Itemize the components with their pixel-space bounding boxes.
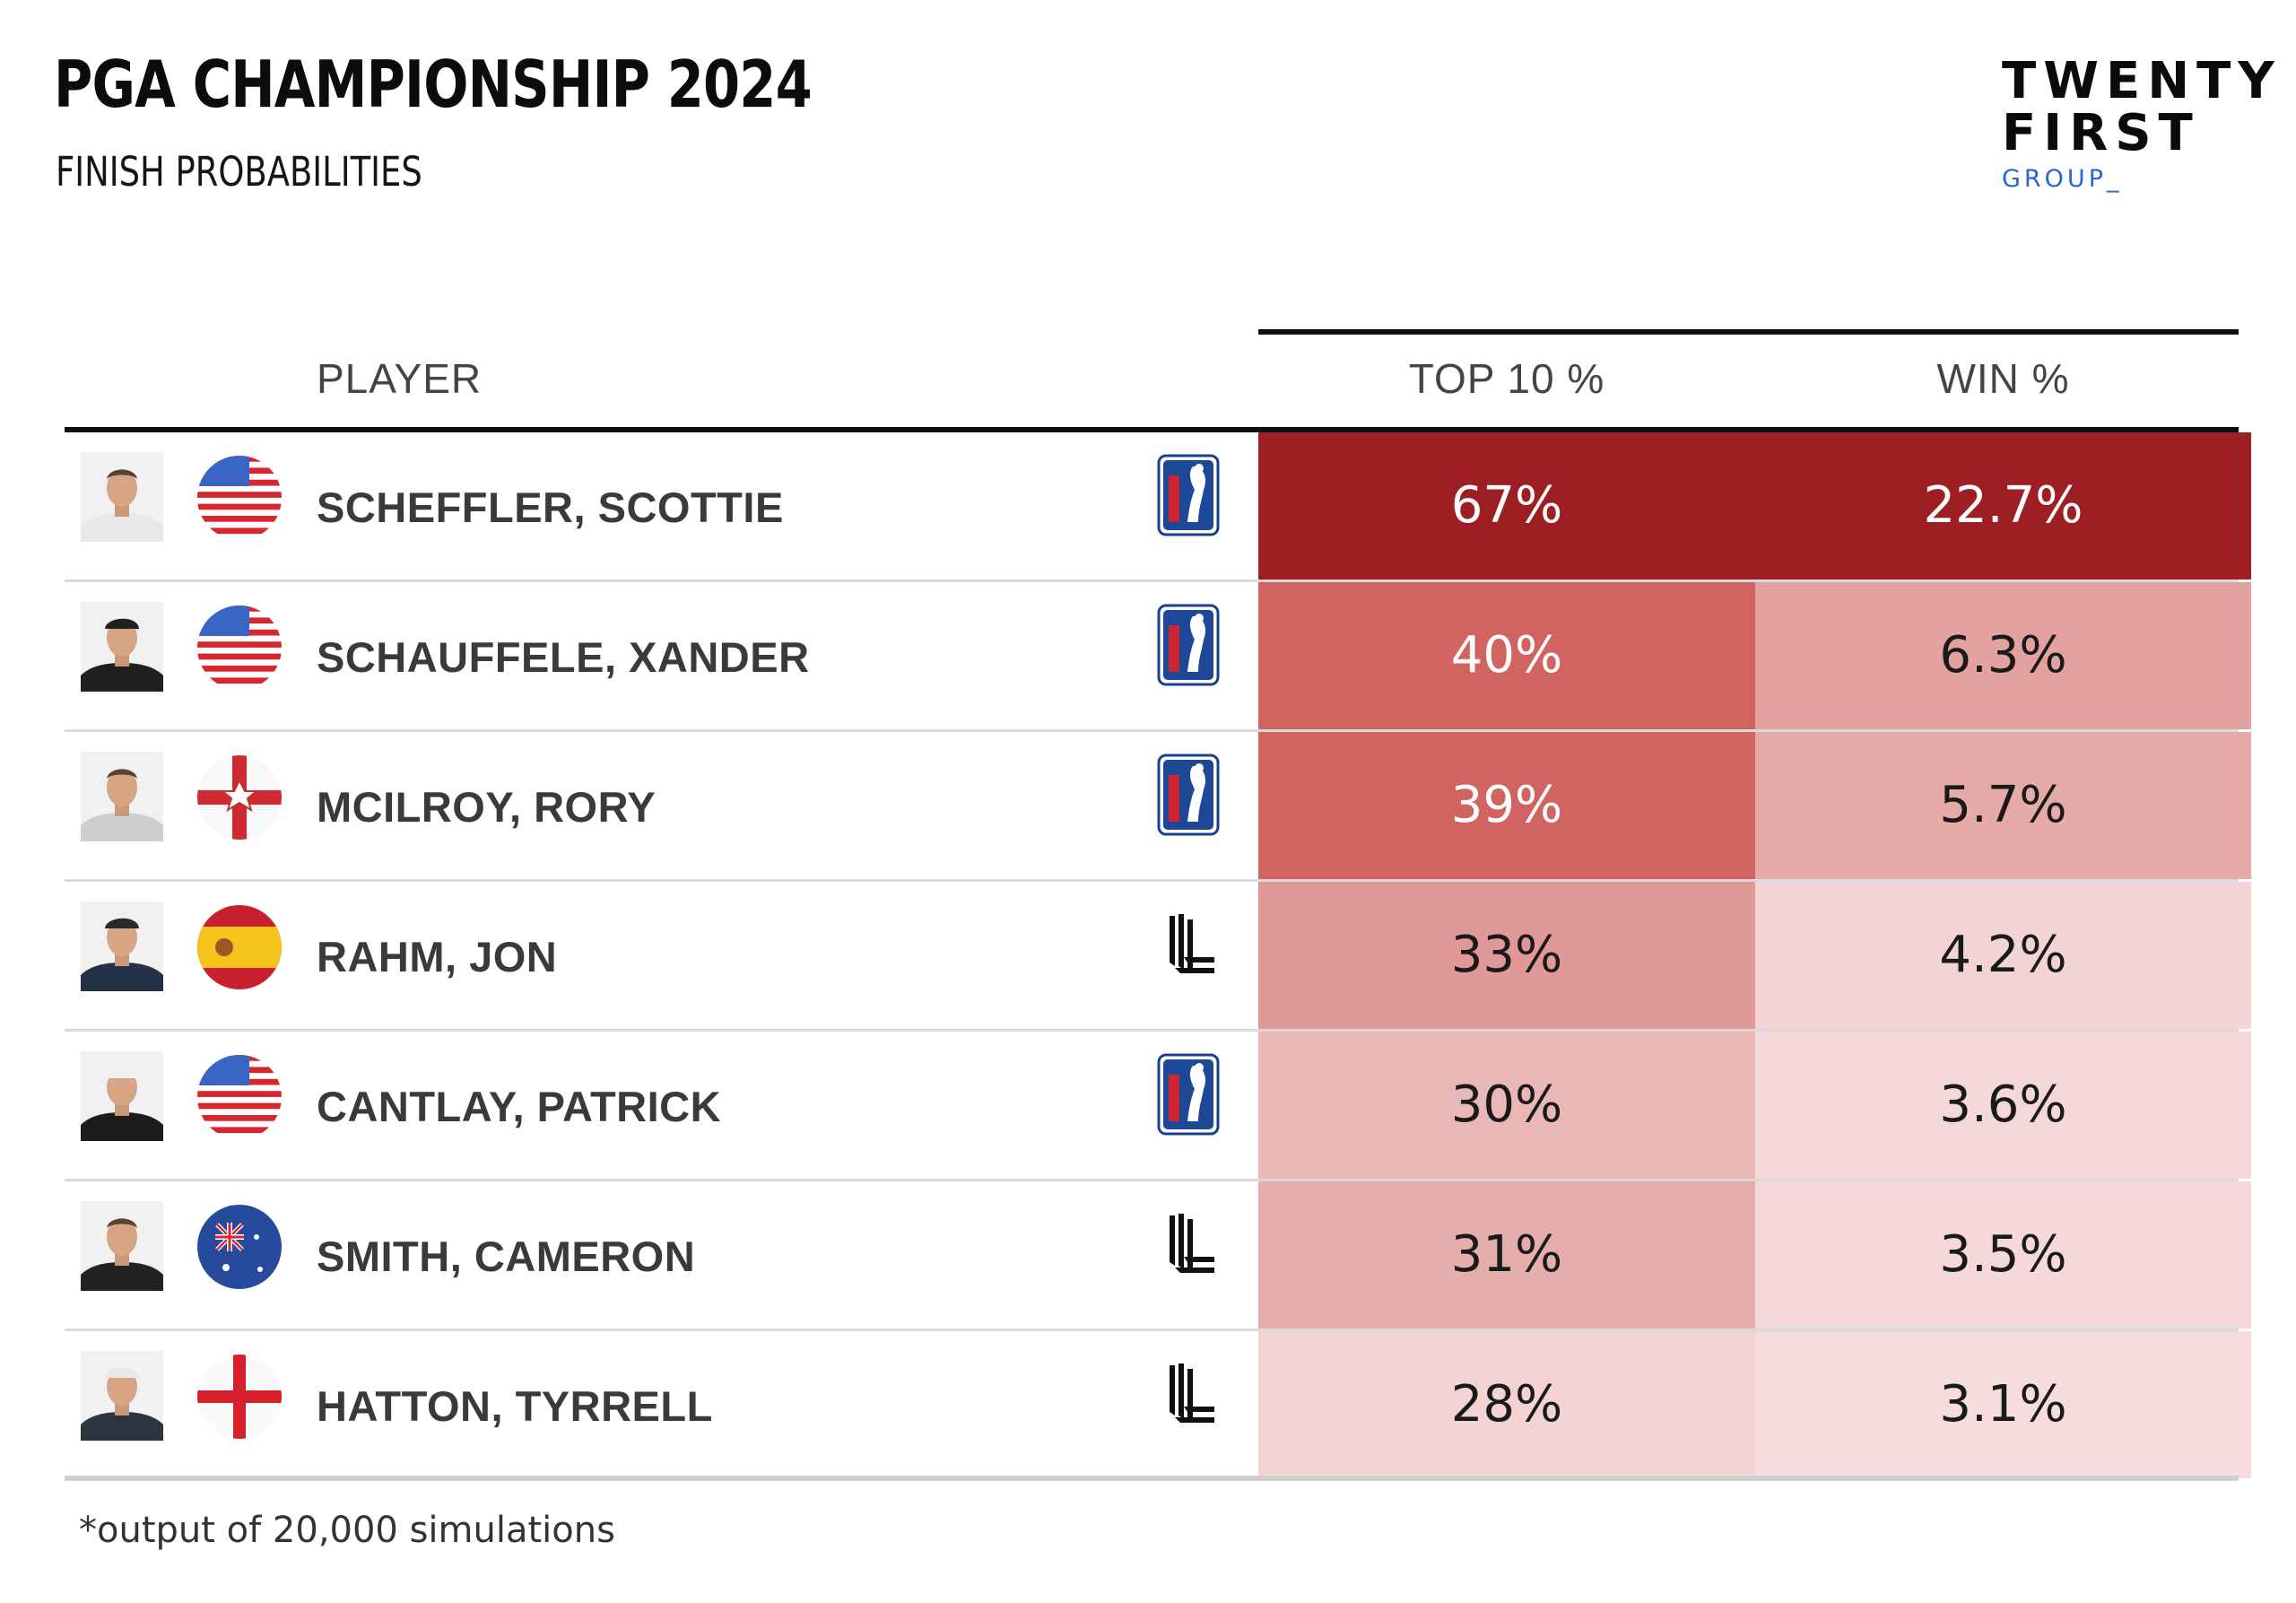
row-divider: [65, 1476, 2239, 1481]
row-divider: [65, 1179, 2239, 1181]
liv-golf-logo-icon: [1157, 1353, 1220, 1435]
top10-cell: 30%: [1258, 1032, 1755, 1179]
table-row: SMITH, CAMERON 31% 3.5%: [65, 1181, 2251, 1331]
table-row: MCILROY, RORY 39% 5.7%: [65, 732, 2251, 882]
row-divider: [65, 879, 2239, 882]
header-rule: [65, 427, 2239, 432]
logo-line-3: GROUP_: [2002, 165, 2123, 193]
player-name: SCHAUFFELE, XANDER: [317, 633, 810, 681]
twenty-first-group-logo: TWENTY FIRST GROUP_: [2002, 52, 2282, 194]
table-row: CANTLAY, PATRICK 30% 3.6%: [65, 1032, 2251, 1181]
player-name: CANTLAY, PATRICK: [317, 1083, 722, 1130]
probability-columns-rule: [1258, 329, 2239, 335]
australia-flag-icon: [197, 1205, 282, 1289]
player-photo: [81, 1201, 163, 1291]
player-name: SMITH, CAMERON: [317, 1233, 696, 1280]
top10-cell: 28%: [1258, 1331, 1755, 1478]
top10-cell: 31%: [1258, 1181, 1755, 1329]
logo-line-2: FIRST: [2002, 104, 2200, 162]
player-photo: [81, 752, 163, 841]
player-photo: [81, 1051, 163, 1141]
win-cell: 3.1%: [1755, 1331, 2251, 1478]
table-row: SCHAUFFELE, XANDER 40% 6.3%: [65, 582, 2251, 732]
page-title: PGA CHAMPIONSHIP 2024: [54, 47, 813, 122]
top10-cell: 40%: [1258, 582, 1755, 729]
pga-tour-logo-icon: [1157, 754, 1220, 836]
liv-golf-logo-icon: [1157, 903, 1220, 986]
player-photo: [81, 902, 163, 991]
page-subtitle: FINISH PROBABILITIES: [56, 148, 422, 196]
win-cell: 22.7%: [1755, 432, 2251, 579]
top10-column-header: TOP 10 %: [1408, 355, 1605, 402]
usa-flag-icon: [197, 1055, 282, 1139]
win-column-header: WIN %: [1936, 355, 2070, 402]
player-name: RAHM, JON: [317, 933, 558, 980]
northern-ireland-flag-icon: [197, 755, 282, 840]
player-photo: [81, 1351, 163, 1441]
player-photo: [81, 452, 163, 542]
win-cell: 3.6%: [1755, 1032, 2251, 1179]
player-column-header: PLAYER: [317, 355, 483, 402]
player-name: SCHEFFLER, SCOTTIE: [317, 484, 784, 531]
usa-flag-icon: [197, 605, 282, 690]
usa-flag-icon: [197, 456, 282, 540]
top10-cell: 67%: [1258, 432, 1755, 579]
logo-line-1: TWENTY: [2002, 52, 2282, 110]
table-row: RAHM, JON 33% 4.2%: [65, 882, 2251, 1032]
win-cell: 3.5%: [1755, 1181, 2251, 1329]
player-name: MCILROY, RORY: [317, 783, 657, 831]
footnote: *output of 20,000 simulations: [79, 1510, 615, 1551]
table-row: SCHEFFLER, SCOTTIE 67% 22.7%: [65, 432, 2251, 582]
england-flag-icon: [197, 1355, 282, 1439]
row-divider: [65, 1029, 2239, 1032]
player-name: HATTON, TYRRELL: [317, 1382, 713, 1430]
pga-tour-logo-icon: [1157, 1053, 1220, 1136]
row-divider: [65, 1329, 2239, 1331]
top10-cell: 39%: [1258, 732, 1755, 879]
pga-tour-logo-icon: [1157, 454, 1220, 536]
spain-flag-icon: [197, 905, 282, 989]
win-cell: 6.3%: [1755, 582, 2251, 729]
row-divider: [65, 579, 2239, 582]
win-cell: 5.7%: [1755, 732, 2251, 879]
top10-cell: 33%: [1258, 882, 1755, 1029]
table-row: HATTON, TYRRELL 28% 3.1%: [65, 1331, 2251, 1481]
player-photo: [81, 602, 163, 692]
pga-tour-logo-icon: [1157, 604, 1220, 686]
liv-golf-logo-icon: [1157, 1203, 1220, 1285]
row-divider: [65, 729, 2239, 732]
win-cell: 4.2%: [1755, 882, 2251, 1029]
